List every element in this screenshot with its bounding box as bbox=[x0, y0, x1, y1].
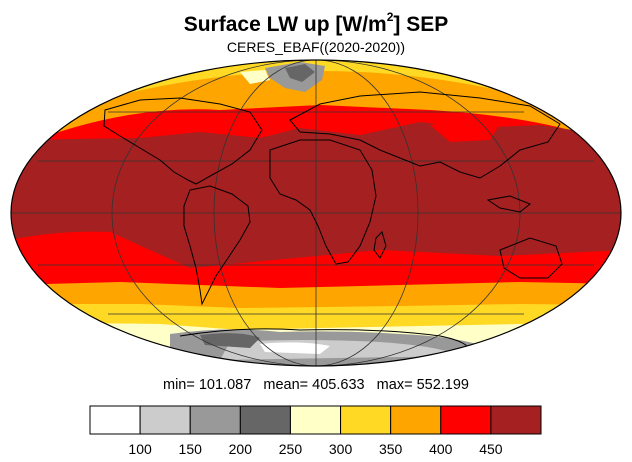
title-suffix: ] SEP bbox=[393, 13, 449, 36]
colorbar-ticks: 100 150 200 250 300 350 400 450 bbox=[128, 441, 502, 457]
max-label: max= bbox=[376, 377, 413, 393]
colorbar-box-7 bbox=[440, 405, 492, 435]
colorbar-box-4 bbox=[289, 405, 342, 435]
mean-label: mean= bbox=[263, 377, 309, 393]
globe-outline bbox=[10, 59, 622, 367]
colorbar-tick-label: 300 bbox=[329, 441, 353, 457]
colorbar-tick-label: 400 bbox=[429, 441, 453, 457]
colorbar-tick-label: 200 bbox=[229, 441, 253, 457]
colorbar-box-0 bbox=[89, 405, 141, 435]
greenland-interior bbox=[285, 64, 315, 82]
colorbar-boxes bbox=[89, 405, 542, 435]
summary-stats: min= 101.087 mean= 405.633 max= 552.199 bbox=[0, 375, 632, 395]
colorbar-box-5 bbox=[340, 405, 392, 435]
colorbar-tick-label: 150 bbox=[179, 441, 203, 457]
colorbar-box-1 bbox=[139, 405, 191, 435]
colorbar-tick-label: 100 bbox=[128, 441, 152, 457]
antarctica-coldest bbox=[260, 342, 330, 354]
meridian-120 bbox=[111, 60, 521, 366]
indonesia bbox=[486, 195, 531, 213]
title-superscript: 2 bbox=[386, 10, 394, 24]
coastlines bbox=[103, 91, 563, 353]
antarctica-high bbox=[200, 333, 260, 348]
colorbar-tick-label: 450 bbox=[479, 441, 503, 457]
mollweide-map bbox=[10, 59, 622, 367]
colorbar-box-6 bbox=[390, 405, 442, 435]
min-label: min= bbox=[162, 377, 195, 393]
tibet bbox=[440, 124, 480, 140]
max-value: 552.199 bbox=[416, 377, 469, 393]
south-america bbox=[183, 185, 251, 306]
colorbar-tick-label: 250 bbox=[279, 441, 303, 457]
colorbar-box-3 bbox=[239, 405, 291, 435]
arctic-archipelago bbox=[240, 70, 270, 84]
eurasia bbox=[289, 91, 561, 179]
colorbar: 100 150 200 250 300 350 400 450 bbox=[89, 405, 542, 457]
madagascar bbox=[373, 231, 387, 259]
australia bbox=[499, 237, 563, 279]
graticule bbox=[11, 60, 621, 366]
min-value: 101.087 bbox=[198, 377, 252, 393]
colorbar-box-2 bbox=[189, 405, 241, 435]
chart-subtitle: CERES_EBAF((2020-2020)) bbox=[226, 39, 406, 55]
antarctica-coast bbox=[179, 328, 471, 353]
north-america bbox=[103, 97, 263, 185]
mean-value: 405.633 bbox=[312, 377, 365, 393]
africa bbox=[269, 139, 377, 265]
chart-title: Surface LW up [W/m2] SEP bbox=[0, 4, 632, 40]
middle-east bbox=[380, 146, 430, 168]
colorbar-box-8 bbox=[490, 405, 542, 435]
meridian-60 bbox=[213, 60, 419, 366]
title-text: Surface LW up [W/m bbox=[183, 13, 387, 36]
colorbar-tick-label: 350 bbox=[379, 441, 403, 457]
